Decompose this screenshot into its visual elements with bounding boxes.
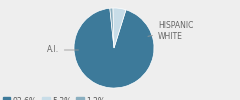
- Text: HISPANIC
WHITE: HISPANIC WHITE: [148, 22, 193, 41]
- Wedge shape: [113, 8, 126, 48]
- Wedge shape: [110, 8, 114, 48]
- Text: A.I.: A.I.: [47, 46, 78, 54]
- Legend: 93.6%, 5.3%, 1.2%: 93.6%, 5.3%, 1.2%: [0, 94, 108, 100]
- Wedge shape: [74, 8, 154, 88]
